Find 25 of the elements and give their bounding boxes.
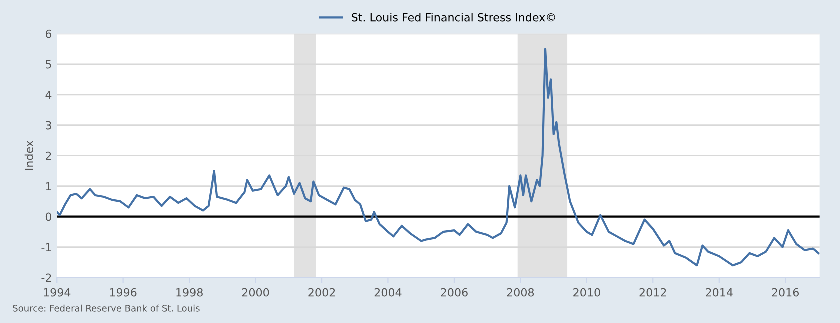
- y-tick-label: -2: [42, 274, 52, 282]
- x-tick-label: 1996: [110, 288, 137, 297]
- y-tick-label: 2: [46, 152, 52, 160]
- y-tick-label: 0: [46, 212, 52, 222]
- legend-label: St. Louis Fed Financial Stress Index©: [352, 13, 556, 22]
- x-tick-label: 2000: [242, 288, 270, 297]
- x-tick-label: 2016: [772, 288, 800, 297]
- line-series: [57, 48, 820, 267]
- x-tick-label: 2004: [374, 288, 402, 297]
- y-tick-label: 3: [46, 121, 52, 130]
- x-tick-label: 1998: [176, 288, 203, 297]
- y-axis-title: Index: [24, 140, 34, 170]
- x-tick-label: 1994: [44, 288, 71, 297]
- x-tick-label: 2006: [441, 288, 468, 297]
- x-tick-label: 2014: [706, 288, 733, 297]
- x-tick-label: 2010: [574, 288, 600, 297]
- x-tick-label: 2008: [507, 288, 534, 297]
- y-tick-label: 1: [46, 182, 52, 191]
- y-tick-label: 6: [46, 30, 52, 38]
- source-note: Source: Federal Reserve Bank of St. Louis: [13, 304, 200, 312]
- y-tick-label: 4: [46, 91, 52, 100]
- x-tick-label: 2012: [640, 288, 666, 297]
- y-tick-label: 5: [46, 60, 52, 69]
- y-tick-label: -1: [42, 243, 52, 252]
- x-tick-label: 2002: [308, 288, 336, 297]
